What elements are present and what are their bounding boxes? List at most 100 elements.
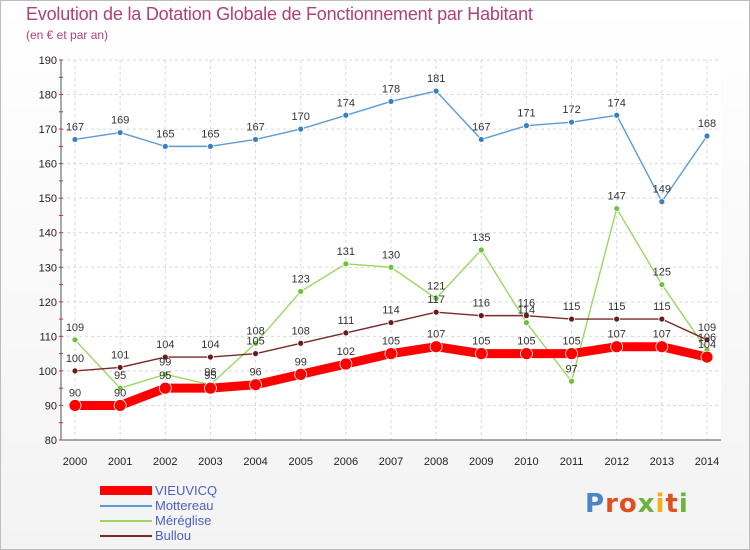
data-label-mereglise: 131 <box>337 246 355 258</box>
x-tick-label: 2006 <box>334 456 358 468</box>
data-point-mereglise <box>71 336 79 344</box>
legend-label: VIEUVICQ <box>155 483 218 498</box>
data-label-mottereau: 167 <box>472 121 490 133</box>
data-point-bullou <box>252 350 259 358</box>
data-label-mereglise: 106 <box>698 332 716 344</box>
legend-swatch <box>100 486 152 495</box>
data-point-mottereau <box>71 136 79 143</box>
data-point-mottereau <box>658 198 666 206</box>
legend-swatch <box>100 535 152 537</box>
x-tick-label: 2014 <box>695 456 719 468</box>
data-label-mottereau: 167 <box>246 121 264 133</box>
data-point-vieuvicq <box>429 340 443 354</box>
x-tick-label: 2010 <box>514 456 538 468</box>
chart-title: Evolution de la Dotation Globale de Fonc… <box>26 4 533 24</box>
logo-letter: t <box>665 489 679 519</box>
data-label-bullou: 114 <box>382 305 400 317</box>
x-tick-label: 2013 <box>650 456 674 468</box>
data-label-mereglise: 114 <box>518 305 536 317</box>
data-label-mottereau: 171 <box>517 108 535 120</box>
data-label-mottereau: 168 <box>698 118 716 130</box>
data-label-mereglise: 123 <box>292 273 310 285</box>
data-label-vieuvicq: 105 <box>472 336 490 348</box>
proxiti-logo[interactable]: Proxiti <box>585 489 689 519</box>
data-point-mereglise <box>432 294 440 302</box>
data-point-vieuvicq <box>294 367 308 381</box>
data-point-bullou <box>297 339 305 347</box>
data-label-mereglise: 121 <box>427 280 445 292</box>
data-label-mottereau: 169 <box>111 115 129 127</box>
data-label-mereglise: 109 <box>66 322 84 334</box>
data-point-mereglise <box>477 246 485 254</box>
legend-item-mereglise: Méréglise <box>100 513 300 528</box>
y-tick-label: 130 <box>39 262 57 274</box>
legend-label: Bullou <box>155 528 192 543</box>
data-label-mereglise: 108 <box>246 325 264 337</box>
data-label-vieuvicq: 95 <box>159 370 171 382</box>
data-label-mereglise: 99 <box>159 356 171 368</box>
data-point-vieuvicq <box>565 347 578 361</box>
plot-area <box>61 60 721 440</box>
data-point-mereglise <box>116 384 124 392</box>
data-label-bullou: 108 <box>292 325 310 337</box>
data-label-bullou: 104 <box>156 339 174 351</box>
y-tick-label: 140 <box>39 228 57 240</box>
data-label-mereglise: 96 <box>204 367 216 379</box>
data-label-mottereau: 170 <box>292 111 310 123</box>
data-label-mereglise: 125 <box>653 267 671 279</box>
data-point-vieuvicq <box>204 381 217 395</box>
data-point-bullou <box>613 315 621 323</box>
x-tick-label: 2009 <box>469 456 493 468</box>
data-point-mottereau <box>477 136 485 143</box>
data-point-mottereau <box>161 142 169 150</box>
data-label-mottereau: 174 <box>337 97 355 109</box>
data-label-mottereau: 165 <box>201 128 219 140</box>
y-tick-label: 170 <box>39 124 57 136</box>
data-label-vieuvicq: 96 <box>249 367 261 379</box>
data-point-bullou <box>432 308 440 316</box>
data-label-bullou: 115 <box>653 301 671 313</box>
logo-letter: o <box>618 489 638 519</box>
y-tick-label: 110 <box>39 331 57 343</box>
data-label-vieuvicq: 95 <box>204 370 216 382</box>
legend-swatch <box>100 520 152 522</box>
legend-item-bullou: Bullou <box>100 528 300 543</box>
y-tick-label: 80 <box>45 435 57 447</box>
data-label-vieuvicq: 102 <box>337 346 355 358</box>
x-tick-label: 2011 <box>560 456 584 468</box>
data-point-bullou <box>477 312 485 320</box>
data-label-vieuvicq: 107 <box>608 329 626 341</box>
data-point-bullou <box>703 336 711 344</box>
data-label-vieuvicq: 107 <box>427 329 445 341</box>
data-label-vieuvicq: 105 <box>382 336 400 348</box>
logo-letter: P <box>585 489 606 519</box>
data-label-bullou: 100 <box>66 353 84 365</box>
data-point-bullou <box>71 367 79 375</box>
data-point-bullou <box>207 353 214 361</box>
data-point-mottereau <box>703 132 711 140</box>
data-point-mereglise <box>613 205 621 212</box>
data-point-mereglise <box>523 319 530 326</box>
data-label-mottereau: 149 <box>653 184 671 196</box>
data-point-bullou <box>116 364 124 371</box>
data-point-mottereau <box>342 111 350 119</box>
x-tick-label: 2008 <box>424 456 448 468</box>
data-point-mottereau <box>207 142 214 150</box>
data-point-bullou <box>161 353 169 361</box>
x-tick-label: 2003 <box>198 456 222 468</box>
data-point-mereglise <box>658 281 666 288</box>
data-label-bullou: 105 <box>246 336 264 348</box>
y-tick-label: 190 <box>39 55 57 67</box>
data-label-bullou: 116 <box>473 298 491 310</box>
data-label-bullou: 109 <box>698 322 716 334</box>
data-point-bullou <box>523 312 530 320</box>
data-point-vieuvicq <box>68 399 82 412</box>
data-label-vieuvicq: 104 <box>698 339 716 351</box>
logo-letter: x <box>637 489 656 519</box>
data-point-mereglise <box>252 339 259 347</box>
data-label-vieuvicq: 105 <box>562 336 580 348</box>
x-tick-label: 2012 <box>604 456 628 468</box>
logo-letter: r <box>605 489 619 519</box>
x-tick-label: 2005 <box>288 456 312 468</box>
data-point-mottereau <box>568 118 575 126</box>
